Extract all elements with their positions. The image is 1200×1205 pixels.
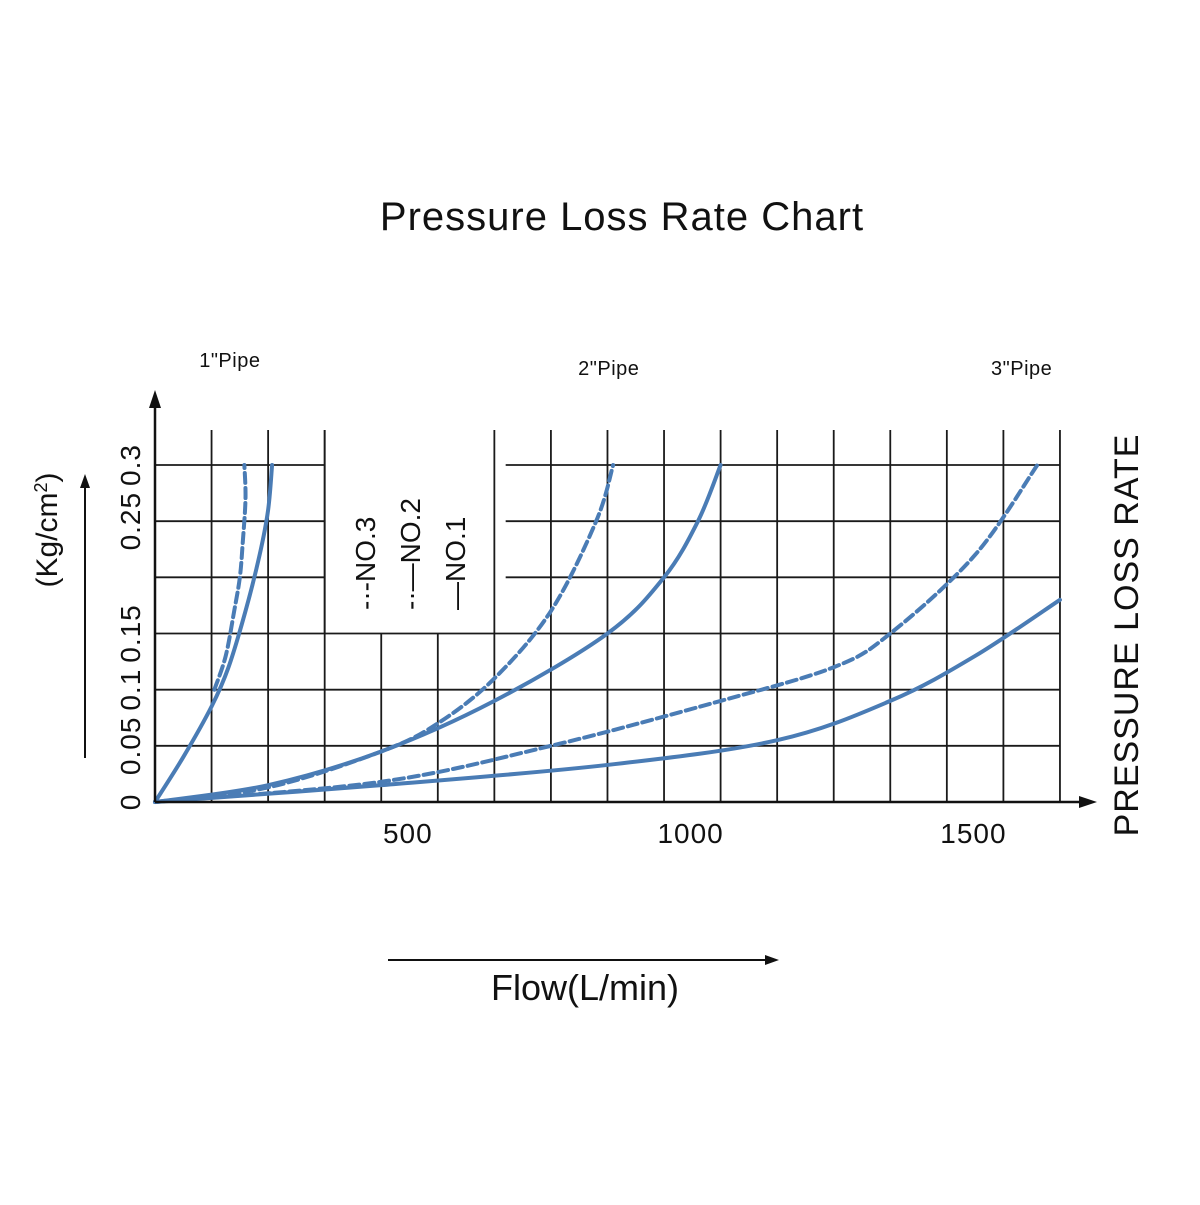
x-label-arrowhead xyxy=(765,955,779,965)
series xyxy=(153,463,1062,804)
x-ticks: 500 1000 1500 xyxy=(383,818,1006,849)
x-axis-label: Flow(L/min) xyxy=(491,967,679,1008)
y-tick-0.25: 0.25 xyxy=(115,492,146,551)
series-line-6 xyxy=(153,463,1040,804)
y-axis-label-superscript: 2 xyxy=(31,482,51,492)
series-line-5 xyxy=(153,597,1062,804)
x-axis-arrowhead xyxy=(1079,796,1097,808)
y-axis-label-close: ) xyxy=(31,472,64,482)
y-ticks: 0 0.05 0.1 0.15 0.25 0.3 xyxy=(115,444,146,810)
legend: -·-NO.3 -·—NO.2 —NO.1 xyxy=(350,498,471,610)
chart-title: Pressure Loss Rate Chart xyxy=(380,195,864,239)
pipe-label-3: 3"Pipe xyxy=(991,358,1052,380)
series-line-1 xyxy=(153,463,275,804)
y-tick-0.05: 0.05 xyxy=(115,717,146,776)
pipe-label-1: 1"Pipe xyxy=(199,350,260,372)
x-tick-500: 500 xyxy=(383,818,433,849)
x-tick-1500: 1500 xyxy=(940,818,1006,849)
series-line-2 xyxy=(212,463,248,692)
legend-entry-NO.3: -·-NO.3 xyxy=(350,517,381,610)
y-axis-label-main: (Kg/cm xyxy=(31,493,64,588)
legend-entry-NO.1: —NO.1 xyxy=(440,517,471,610)
pipe-label-2: 2"Pipe xyxy=(578,358,639,380)
series-line-4 xyxy=(153,463,616,804)
x-tick-1000: 1000 xyxy=(657,818,723,849)
legend-entry-NO.2: -·—NO.2 xyxy=(395,498,426,610)
y-tick-0.3: 0.3 xyxy=(115,444,146,486)
pipe-labels: 1"Pipe 2"Pipe 3"Pipe xyxy=(199,350,1052,380)
y-tick-0.1: 0.1 xyxy=(115,669,146,711)
series-line-3 xyxy=(153,463,723,804)
y-axis-label: (Kg/cm2) xyxy=(31,472,64,587)
y-tick-0.15: 0.15 xyxy=(115,604,146,663)
y-label-arrowhead xyxy=(80,474,90,488)
y-tick-0: 0 xyxy=(115,794,146,811)
right-axis-label: PRESSURE LOSS RATE xyxy=(1108,434,1146,837)
y-axis-arrowhead xyxy=(149,390,161,408)
